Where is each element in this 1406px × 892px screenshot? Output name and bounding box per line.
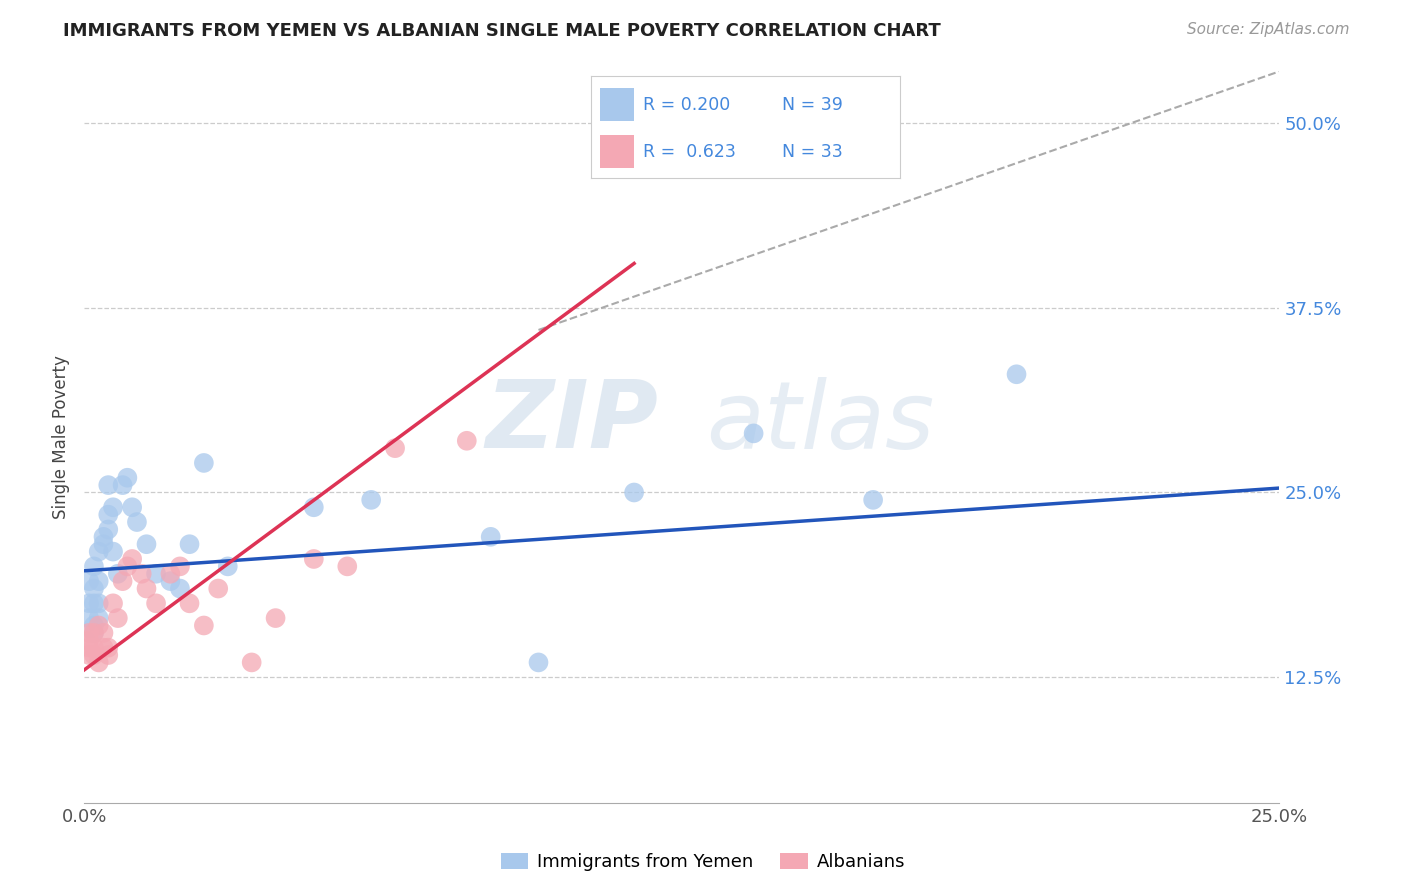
Point <box>111 478 134 492</box>
Point <box>179 596 201 610</box>
Text: R = 0.200: R = 0.200 <box>643 95 730 113</box>
Point <box>159 574 181 589</box>
Point <box>77 648 100 662</box>
Point <box>240 656 263 670</box>
Point <box>87 618 110 632</box>
Point <box>145 596 167 610</box>
Point <box>77 625 100 640</box>
Point <box>135 582 157 596</box>
Y-axis label: Single Male Poverty: Single Male Poverty <box>52 355 70 519</box>
Point <box>117 559 139 574</box>
Point <box>107 611 129 625</box>
Point <box>77 633 100 648</box>
Point <box>97 523 120 537</box>
Point <box>159 566 181 581</box>
Point <box>384 441 406 455</box>
Text: N = 33: N = 33 <box>782 143 844 161</box>
Point <box>83 596 105 610</box>
Point <box>93 640 115 655</box>
Bar <box>600 136 634 168</box>
Text: ZIP: ZIP <box>485 376 658 468</box>
Point <box>83 618 105 632</box>
Legend: Immigrants from Yemen, Albanians: Immigrants from Yemen, Albanians <box>494 846 912 879</box>
Point <box>83 559 105 574</box>
Point <box>87 611 110 625</box>
Point <box>87 596 110 610</box>
Point <box>97 478 120 492</box>
Point <box>217 559 239 574</box>
Point <box>87 656 110 670</box>
Point <box>101 596 124 610</box>
Point <box>179 537 201 551</box>
Point <box>302 552 325 566</box>
Point <box>77 611 100 625</box>
Point <box>336 559 359 574</box>
Point <box>169 559 191 574</box>
Point <box>193 456 215 470</box>
Point <box>360 492 382 507</box>
Point <box>125 515 148 529</box>
Point <box>862 492 884 507</box>
Point <box>83 640 105 655</box>
Point <box>93 537 115 551</box>
Point <box>77 640 100 655</box>
Point <box>77 596 100 610</box>
Point <box>207 582 229 596</box>
Point <box>117 471 139 485</box>
Point <box>456 434 478 448</box>
Point <box>83 648 105 662</box>
Point <box>623 485 645 500</box>
Text: IMMIGRANTS FROM YEMEN VS ALBANIAN SINGLE MALE POVERTY CORRELATION CHART: IMMIGRANTS FROM YEMEN VS ALBANIAN SINGLE… <box>63 22 941 40</box>
Point <box>93 625 115 640</box>
Bar <box>600 88 634 121</box>
Point <box>742 426 765 441</box>
Point <box>87 574 110 589</box>
Point <box>101 544 124 558</box>
Point <box>599 153 621 167</box>
Point <box>77 574 100 589</box>
Point <box>107 566 129 581</box>
Point <box>101 500 124 515</box>
Point <box>479 530 502 544</box>
Point <box>83 625 105 640</box>
Point <box>93 530 115 544</box>
Point <box>131 566 153 581</box>
Point <box>264 611 287 625</box>
Text: Source: ZipAtlas.com: Source: ZipAtlas.com <box>1187 22 1350 37</box>
Point <box>83 625 105 640</box>
Point <box>1005 368 1028 382</box>
Point <box>87 544 110 558</box>
Point <box>97 640 120 655</box>
Point <box>302 500 325 515</box>
Text: R =  0.623: R = 0.623 <box>643 143 735 161</box>
Point <box>83 582 105 596</box>
Point <box>135 537 157 551</box>
Point <box>121 552 143 566</box>
Point <box>121 500 143 515</box>
Point <box>193 618 215 632</box>
Point <box>111 574 134 589</box>
Point <box>97 508 120 522</box>
Point <box>97 648 120 662</box>
Point <box>527 656 550 670</box>
Text: N = 39: N = 39 <box>782 95 844 113</box>
Point <box>169 582 191 596</box>
Text: atlas: atlas <box>706 377 934 468</box>
Point <box>145 566 167 581</box>
